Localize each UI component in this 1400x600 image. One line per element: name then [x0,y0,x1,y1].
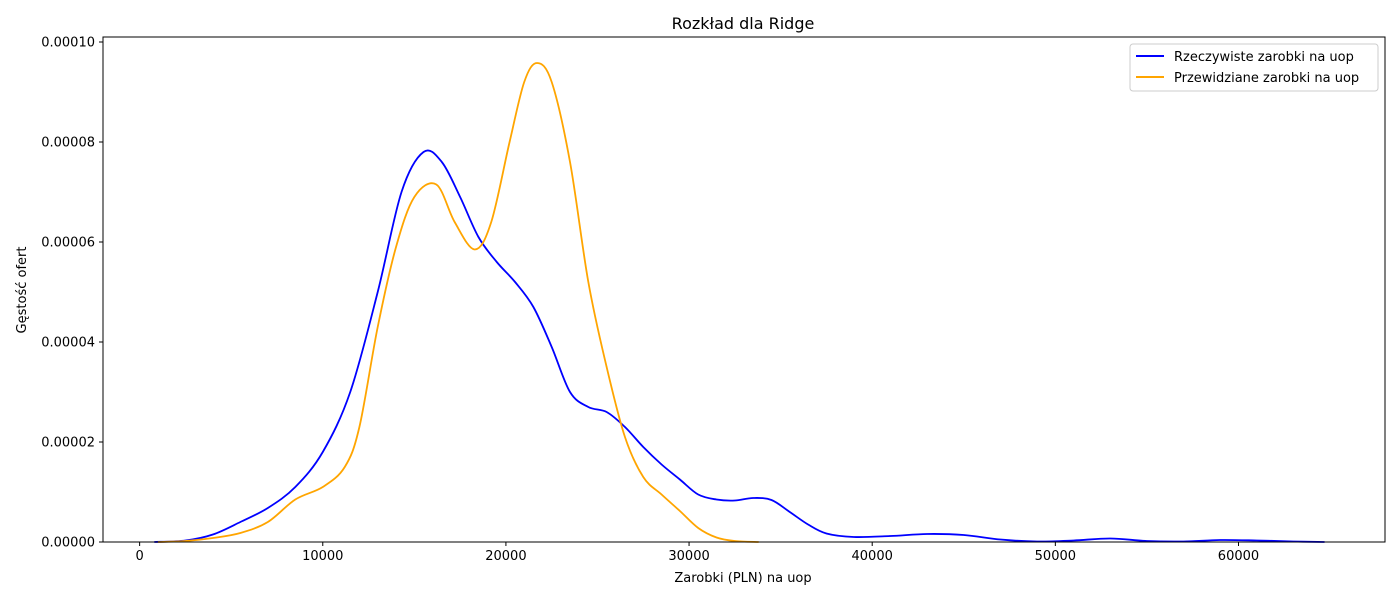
y-tick-label: 0.00000 [41,536,95,551]
x-tick-label: 40000 [852,549,893,564]
x-tick-label: 20000 [485,549,526,564]
legend-label-predicted: Przewidziane zarobki na uop [1174,71,1359,86]
y-tick-label: 0.00002 [41,436,95,451]
y-axis-ticks: 0.00000 0.00002 0.00004 0.00006 0.00008 0.000… [41,36,103,551]
x-tick-label: 10000 [302,549,343,564]
legend-box [1129,43,1379,92]
legend-label-actual: Rzeczywiste zarobki na uop [1174,50,1354,65]
series-line-1 [157,62,759,543]
x-tick-label: 30000 [668,549,709,564]
x-tick-label: 60000 [1218,549,1259,564]
x-tick-label: 0 [135,549,143,564]
chart-title: Rozkład dla Ridge [672,14,815,33]
y-tick-label: 0.00010 [41,36,95,51]
x-axis-ticks: 0 10000 20000 30000 40000 50000 60000 [135,542,1259,564]
plot-lines [154,62,1325,543]
plot-frame [102,36,1386,543]
x-tick-label: 50000 [1035,549,1076,564]
y-tick-label: 0.00008 [41,136,95,151]
legend: Rzeczywiste zarobki na uop Przewidziane … [1129,43,1379,92]
y-axis-label: Gęstość ofert [15,247,30,334]
y-tick-label: 0.00004 [41,336,95,351]
y-tick-label: 0.00006 [41,236,95,251]
x-axis-label: Zarobki (PLN) na uop [674,571,811,586]
